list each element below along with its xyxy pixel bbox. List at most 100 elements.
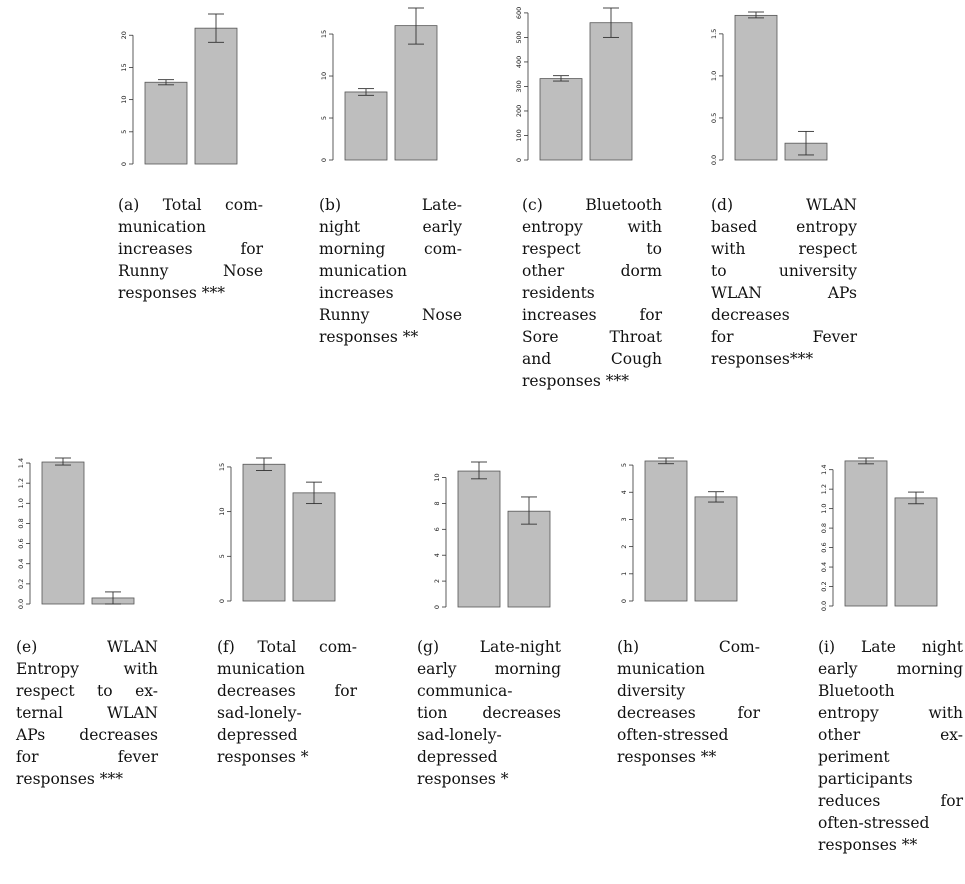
error-bar-1: [748, 11, 764, 19]
caption-line: depressed: [417, 748, 498, 766]
caption-line: Bluetooth: [818, 682, 895, 700]
bar-1: [242, 463, 286, 602]
error-bar-1: [658, 457, 674, 465]
caption-line: based entropy: [711, 218, 857, 236]
caption-line: depressed: [217, 726, 298, 744]
caption-line: munication: [217, 660, 306, 678]
error-bar-2: [105, 591, 121, 605]
caption-line: residents: [522, 284, 595, 302]
caption-line: with respect: [711, 240, 857, 258]
caption-line: responses **: [818, 836, 918, 854]
caption-line: munication: [319, 262, 408, 280]
caption-line: respect to ex-: [16, 682, 158, 700]
caption-line: often-stressed: [617, 726, 729, 744]
caption-line: (c) Bluetooth: [522, 196, 662, 214]
caption-line: early morning: [417, 660, 561, 678]
y-tick-label: 0.4: [17, 559, 25, 569]
caption-line: other ex-: [818, 726, 963, 744]
error-bar-2: [798, 130, 814, 156]
caption-c: (c) Bluetooth entropy with respect to other…: [522, 194, 662, 392]
y-tick-label: 15: [120, 63, 128, 71]
y-tick-label: 0.2: [820, 581, 828, 591]
caption-line: decreases: [711, 306, 790, 324]
caption-line: Entropy with: [16, 660, 158, 678]
error-bar-2: [408, 7, 424, 45]
caption-line: ternal WLAN: [16, 704, 158, 722]
error-bar-2: [521, 496, 537, 525]
caption-f: (f) Total com-munication decreases for sad…: [217, 636, 357, 768]
error-bar-2: [908, 491, 924, 505]
caption-line: Sore Throat: [522, 328, 662, 346]
caption-line: (d) WLAN: [711, 196, 857, 214]
y-tick-label: 0.0: [710, 155, 718, 165]
caption-line: participants: [818, 770, 913, 788]
bar-2: [894, 497, 938, 607]
y-tick-label: 10: [320, 72, 328, 80]
y-tick-label: 400: [515, 56, 523, 68]
caption-line: often-stressed: [818, 814, 930, 832]
bar-2: [292, 492, 336, 602]
caption-line: responses *: [217, 748, 309, 766]
caption-line: respect to: [522, 240, 662, 258]
caption-line: responses **: [319, 328, 419, 346]
caption-line: sad-lonely-: [417, 726, 502, 744]
caption-i: (i) Late night early morning Bluetooth entr…: [818, 636, 963, 856]
caption-line: (h) Com-: [617, 638, 760, 656]
y-tick-label: 300: [515, 80, 523, 92]
caption-line: morning com-: [319, 240, 462, 258]
caption-line: Runny Nose: [319, 306, 462, 324]
error-bar-2: [208, 13, 224, 43]
caption-line: responses ***: [118, 284, 226, 302]
caption-line: periment: [818, 748, 890, 766]
bar-1: [457, 470, 501, 608]
y-tick-label: 1.2: [17, 478, 25, 488]
caption-line: sad-lonely-: [217, 704, 302, 722]
caption-line: entropy with: [818, 704, 963, 722]
caption-line: responses *: [417, 770, 509, 788]
y-tick-label: 1.0: [710, 71, 718, 81]
y-tick-label: 200: [515, 105, 523, 117]
y-tick-label: 4: [620, 490, 628, 494]
error-bar-1: [471, 461, 487, 480]
caption-line: decreases for: [617, 704, 760, 722]
bar-2: [394, 25, 438, 161]
bar-2: [589, 22, 633, 161]
bar-2: [194, 27, 238, 165]
caption-line: (b) Late-: [319, 196, 462, 214]
caption-line: early morning: [818, 660, 963, 678]
y-tick-label: 0.6: [17, 538, 25, 548]
bar-1: [144, 81, 188, 165]
caption-line: entropy with: [522, 218, 662, 236]
y-tick-label: 1.4: [820, 465, 828, 475]
y-tick-label: 0: [218, 599, 226, 603]
y-tick-label: 4: [433, 553, 441, 557]
caption-line: (e) WLAN: [16, 638, 158, 656]
y-tick-label: 2: [433, 579, 441, 583]
caption-line: tion decreases: [417, 704, 561, 722]
y-tick-label: 0.0: [17, 599, 25, 609]
caption-line: to university: [711, 262, 857, 280]
y-tick-label: 0: [620, 599, 628, 603]
caption-line: APs decreases: [16, 726, 158, 744]
y-tick-label: 0: [433, 605, 441, 609]
y-tick-label: 5: [320, 116, 328, 120]
y-tick-label: 20: [120, 31, 128, 39]
caption-line: increases: [319, 284, 394, 302]
caption-line: (g) Late-night: [417, 638, 561, 656]
caption-line: for fever: [16, 748, 158, 766]
caption-e: (e) WLAN Entropy with respect to ex-ternal…: [16, 636, 158, 790]
y-tick-label: 6: [433, 527, 441, 531]
y-tick-label: 5: [120, 130, 128, 134]
y-tick-label: 0: [320, 158, 328, 162]
y-tick-label: 0.4: [820, 562, 828, 572]
error-bar-1: [358, 88, 374, 96]
y-tick-label: 3: [620, 517, 628, 521]
bar-2: [507, 510, 551, 608]
y-tick-label: 0: [120, 162, 128, 166]
error-bar-2: [603, 7, 619, 38]
error-bar-1: [55, 457, 71, 466]
